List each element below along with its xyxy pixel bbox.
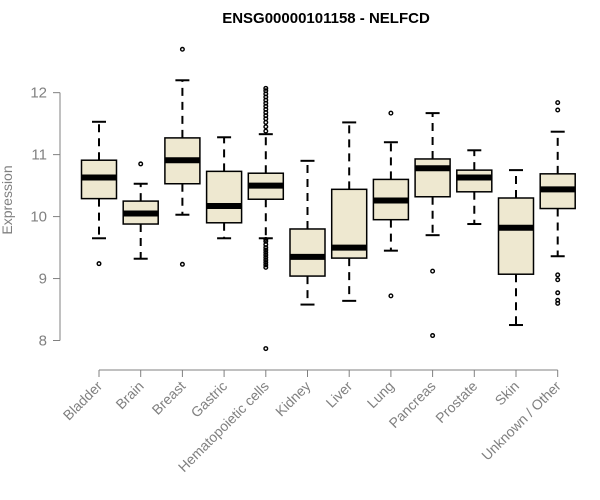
outlier-point <box>263 237 269 243</box>
box-group <box>414 112 451 339</box>
box-group <box>539 100 576 306</box>
outlier-point <box>263 346 269 352</box>
y-axis: 8 9 10 11 12 <box>30 85 61 350</box>
outlier-point <box>263 262 269 268</box>
outlier-point <box>263 124 269 130</box>
x-tick-label: Unknown / Other <box>478 378 564 464</box>
outlier-point <box>388 110 394 116</box>
outlier-point <box>263 238 269 244</box>
box-iqr <box>456 169 493 193</box>
outlier-point <box>430 333 436 339</box>
x-tick-label: Liver <box>323 378 356 411</box>
box-group <box>289 159 326 306</box>
outlier-point <box>263 247 269 253</box>
outlier-point <box>263 257 269 263</box>
box-iqr <box>497 197 535 275</box>
outlier-point <box>388 293 394 299</box>
x-tick-label: Prostate <box>432 378 480 426</box>
box-group <box>80 120 118 267</box>
outlier-point <box>138 161 144 167</box>
outlier-point <box>555 290 561 296</box>
box-group <box>456 149 493 226</box>
box-group <box>247 85 285 352</box>
x-tick-label: Brain <box>112 378 146 412</box>
y-tick-label: 9 <box>39 271 47 288</box>
box-group <box>164 46 201 267</box>
outlier-point <box>263 85 269 91</box>
outlier-point <box>96 261 102 267</box>
outlier-point <box>263 264 269 270</box>
chart-title: ENSG00000101158 - NELFCD <box>222 10 430 27</box>
outlier-point <box>263 252 269 258</box>
outlier-point <box>179 46 185 52</box>
box-group <box>122 161 159 260</box>
y-tick-label: 10 <box>30 209 47 226</box>
outlier-point <box>263 254 269 260</box>
outlier-point <box>179 261 185 267</box>
outlier-point <box>263 259 269 265</box>
y-tick-label: 12 <box>30 85 47 102</box>
x-tick-label: Breast <box>149 378 189 418</box>
box-iqr <box>289 228 326 277</box>
outlier-point <box>555 107 561 113</box>
y-tick-label: 11 <box>31 147 47 164</box>
x-tick-label: Bladder <box>60 378 106 424</box>
box-group <box>330 121 368 302</box>
outlier-point <box>263 250 269 256</box>
box-group <box>205 136 243 240</box>
box-group <box>372 110 410 299</box>
outlier-point <box>555 297 561 303</box>
outlier-point <box>555 277 561 283</box>
box-iqr <box>414 158 451 198</box>
y-tick-label: 8 <box>39 333 47 350</box>
outlier-point <box>555 100 561 106</box>
box-iqr <box>205 170 243 224</box>
x-tick-label: Kidney <box>272 378 314 420</box>
boxes-layer <box>80 46 576 352</box>
x-tick-label: Lung <box>364 378 397 411</box>
outlier-point <box>263 128 269 134</box>
outlier-point <box>555 272 561 278</box>
y-axis-label: Expression <box>0 165 15 234</box>
outlier-point <box>263 88 269 94</box>
x-tick-label: Skin <box>492 378 523 409</box>
box-group <box>497 169 535 327</box>
outlier-point <box>430 268 436 274</box>
